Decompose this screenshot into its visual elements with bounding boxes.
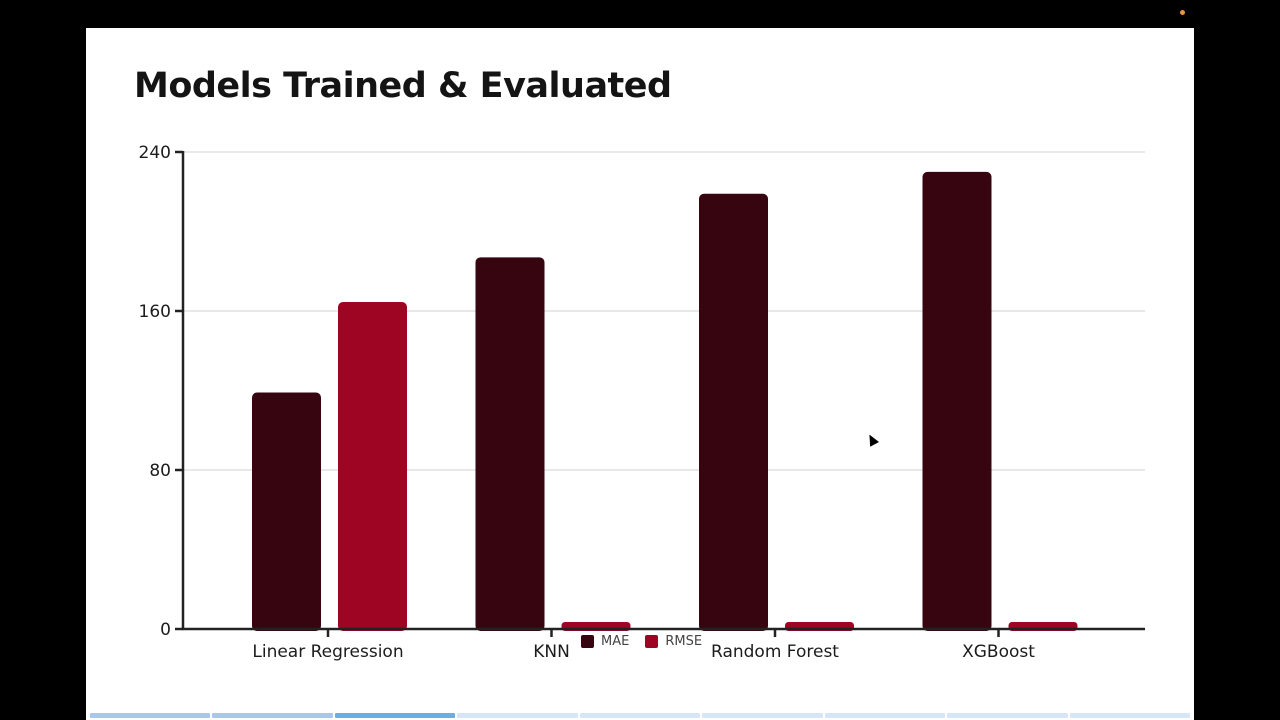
legend-swatch bbox=[581, 635, 594, 648]
y-tick-label: 240 bbox=[139, 143, 171, 163]
bar-mae[interactable] bbox=[252, 392, 321, 631]
progress-segment[interactable] bbox=[212, 713, 333, 718]
progress-segment[interactable] bbox=[90, 713, 211, 718]
legend-item-mae[interactable]: MAE bbox=[581, 634, 629, 649]
legend-item-rmse[interactable]: RMSE bbox=[645, 634, 702, 649]
progress-segment[interactable] bbox=[334, 713, 456, 718]
recording-indicator-icon bbox=[1180, 10, 1185, 15]
legend-swatch bbox=[645, 635, 659, 648]
progress-segment[interactable] bbox=[702, 713, 823, 718]
chart-legend: MAE RMSE bbox=[581, 634, 712, 649]
bar-mae[interactable] bbox=[922, 171, 992, 631]
x-tick-label: Linear Regression bbox=[252, 642, 403, 662]
progress-segment[interactable] bbox=[947, 713, 1068, 718]
bar-rmse[interactable] bbox=[338, 302, 407, 631]
bar-mae[interactable] bbox=[475, 257, 545, 631]
slide-progress-bar[interactable] bbox=[90, 713, 1190, 718]
progress-segment[interactable] bbox=[457, 713, 578, 718]
x-tick-label: KNN bbox=[533, 642, 570, 662]
y-tick-label: 160 bbox=[139, 302, 171, 322]
legend-label: RMSE bbox=[665, 634, 703, 649]
progress-segment[interactable] bbox=[1069, 713, 1190, 718]
y-tick-label: 80 bbox=[149, 461, 171, 481]
legend-label: MAE bbox=[601, 634, 630, 649]
progress-segment[interactable] bbox=[824, 713, 946, 718]
x-tick-label: Random Forest bbox=[711, 642, 839, 662]
slide-title: Models Trained & Evaluated bbox=[134, 66, 672, 106]
y-tick-label: 0 bbox=[160, 620, 171, 640]
bar-mae[interactable] bbox=[699, 193, 768, 632]
x-tick-label: XGBoost bbox=[962, 642, 1035, 662]
progress-segment[interactable] bbox=[579, 713, 701, 718]
